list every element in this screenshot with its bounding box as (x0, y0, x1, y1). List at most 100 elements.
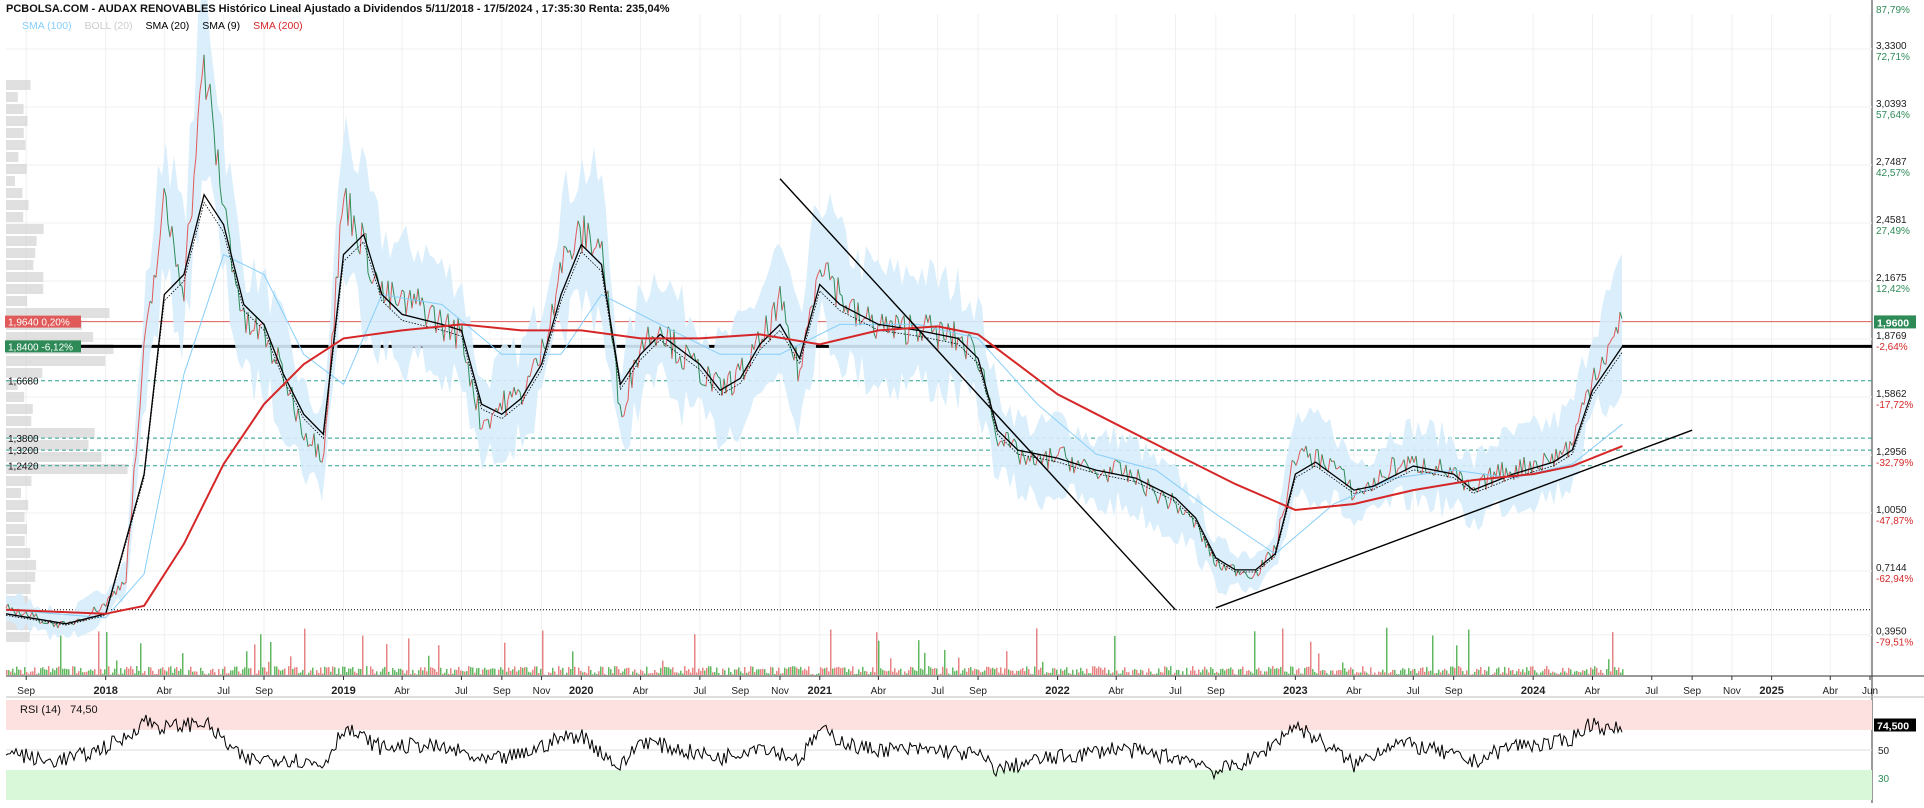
volume-bar (808, 666, 810, 675)
volume-bar (620, 673, 622, 675)
volume-bar (1366, 673, 1368, 675)
volume-bar (1374, 673, 1376, 675)
volume-bar (1500, 674, 1502, 675)
volume-bar (1290, 666, 1292, 675)
volume-bar (1610, 671, 1612, 675)
volume-bar (1292, 667, 1294, 675)
rsi-last-value: 74,500 (1877, 721, 1909, 733)
volume-bar (654, 670, 656, 675)
volume-bar (1584, 671, 1586, 675)
volume-bar (1524, 672, 1526, 675)
volume-bar (454, 670, 456, 675)
volume-bar (386, 644, 388, 675)
volume-bar (128, 669, 130, 675)
volume-bar (288, 666, 290, 675)
x-tick-label: Sep (17, 686, 35, 697)
volume-bar (1452, 667, 1454, 675)
volume-profile-bar (6, 236, 37, 246)
volume-bar (106, 632, 108, 675)
volume-bar (1458, 666, 1460, 675)
volume-bar (1056, 670, 1058, 675)
volume-bar (648, 673, 650, 675)
volume-bar (322, 673, 324, 675)
volume-bar (626, 668, 628, 675)
volume-bar (520, 667, 522, 675)
volume-bar (144, 671, 146, 675)
volume-bar (150, 667, 152, 675)
volume-bar (702, 668, 704, 675)
right-price-tick: 0,3950 (1876, 627, 1907, 638)
volume-bar (954, 671, 956, 675)
volume-bar (1370, 667, 1372, 675)
volume-bar (1380, 672, 1382, 675)
volume-profile-bar (6, 572, 35, 582)
volume-bar (332, 666, 334, 675)
volume-profile-bar (6, 164, 27, 174)
volume-profile-bar (6, 548, 30, 558)
volume-bar (82, 672, 84, 675)
volume-bar (1212, 669, 1214, 675)
volume-bar (840, 668, 842, 675)
volume-bar (450, 668, 452, 675)
x-tick-label: Nov (771, 686, 789, 697)
volume-bar (1542, 671, 1544, 675)
volume-bar (934, 668, 936, 675)
volume-bar (1002, 674, 1004, 675)
volume-bar (1004, 668, 1006, 675)
volume-bar (346, 672, 348, 675)
volume-bar (714, 672, 716, 675)
x-tick-label: Sep (731, 686, 749, 697)
volume-bar (398, 669, 400, 675)
volume-bar (558, 666, 560, 675)
volume-bar (1298, 668, 1300, 675)
volume-bar (820, 667, 822, 675)
volume-bar (580, 671, 582, 675)
volume-bar (168, 667, 170, 675)
x-tick-label: Sep (1683, 686, 1701, 697)
volume-bar (242, 669, 244, 675)
volume-bar (1152, 674, 1154, 675)
volume-bar (1318, 653, 1320, 675)
volume-bar (8, 670, 10, 675)
x-tick-label: 2021 (808, 685, 832, 697)
volume-profile-bar (6, 512, 25, 522)
volume-bar (1174, 673, 1176, 675)
volume-bar (202, 671, 204, 675)
volume-profile-bar (6, 224, 44, 234)
volume-bar (462, 671, 464, 675)
volume-bar (326, 667, 328, 675)
volume-bar (86, 672, 88, 675)
volume-bar (276, 666, 278, 675)
chart-title: PCBOLSA.COM - AUDAX RENOVABLES Histórico… (6, 3, 669, 15)
volume-bar (1562, 668, 1564, 675)
volume-bar (324, 667, 326, 675)
volume-bar (1430, 671, 1432, 675)
x-tick-label: 2019 (331, 685, 355, 697)
volume-bar (1346, 672, 1348, 675)
volume-bar (640, 670, 642, 675)
volume-profile-bar (6, 296, 27, 306)
volume-bar (1478, 670, 1480, 675)
volume-bar (1126, 672, 1128, 675)
volume-bar (254, 644, 256, 675)
volume-bar (1060, 669, 1062, 675)
volume-bar (362, 636, 364, 675)
volume-bar (752, 667, 754, 675)
volume-bar (850, 671, 852, 675)
volume-bar (48, 666, 50, 675)
volume-bar (354, 672, 356, 675)
volume-bar (392, 668, 394, 675)
volume-bar (694, 634, 696, 675)
x-tick-label: Sep (1445, 686, 1463, 697)
volume-bar (528, 672, 530, 675)
volume-bar (292, 669, 294, 675)
volume-bar (826, 667, 828, 675)
right-pct-tick: 27,49% (1876, 226, 1910, 237)
volume-bar (1196, 674, 1198, 675)
x-tick-label: Jul (693, 686, 706, 697)
volume-bar (1036, 628, 1038, 675)
volume-bar (1010, 671, 1012, 675)
volume-bar (542, 631, 544, 675)
volume-bar (994, 669, 996, 675)
volume-bar (1154, 674, 1156, 675)
